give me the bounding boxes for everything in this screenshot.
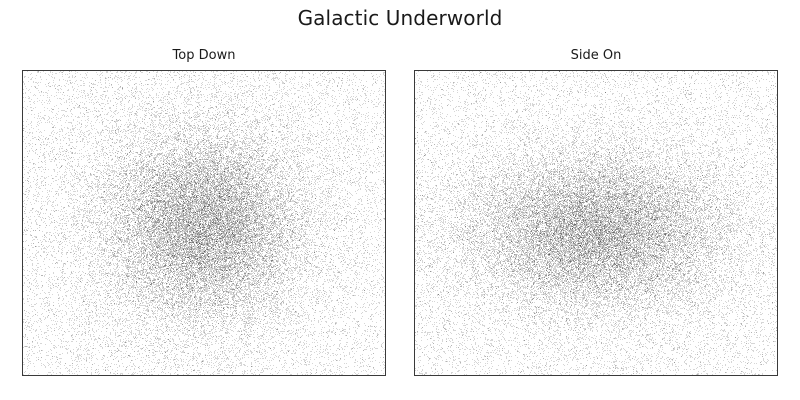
scatter-points-top-down xyxy=(23,71,385,375)
figure-suptitle: Galactic Underworld xyxy=(297,6,503,30)
subplot-title-top-down: Top Down xyxy=(172,48,236,63)
scatter-panel-side-on xyxy=(414,70,778,376)
subplot-title-side-on: Side On xyxy=(570,48,622,63)
scatter-panel-top-down xyxy=(22,70,386,376)
scatter-points-side-on xyxy=(415,71,777,375)
